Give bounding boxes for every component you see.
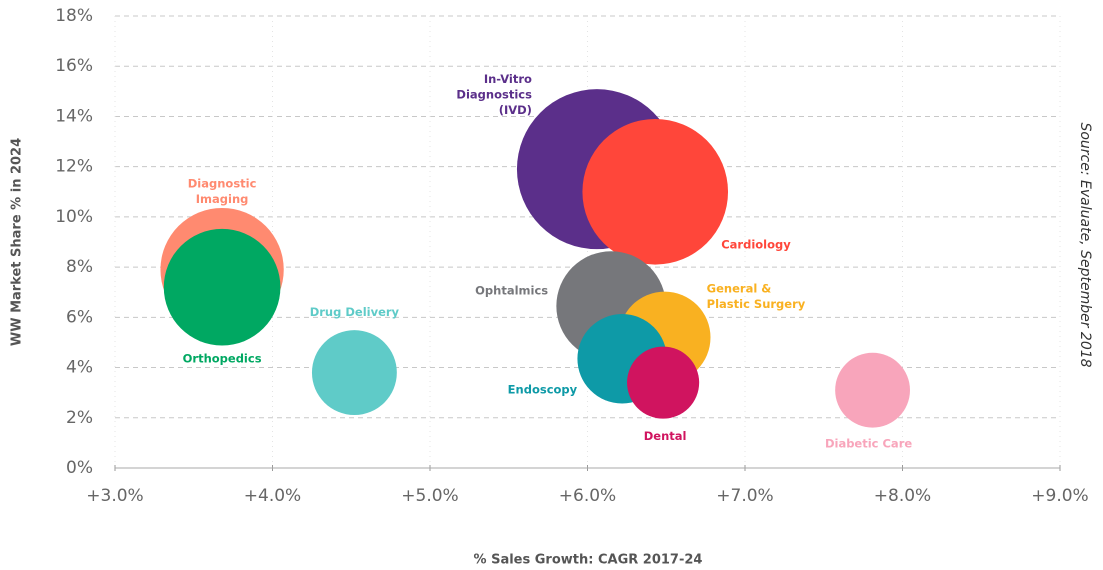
x-tick-label: +4.0% xyxy=(244,486,301,506)
y-axis-title: WW Market Share % in 2024 xyxy=(10,138,25,346)
bubble-label: Ophtalmics xyxy=(475,284,548,298)
bubble xyxy=(582,118,729,265)
bubble-label: Dental xyxy=(644,429,687,443)
bubble-label: General & Plastic Surgery xyxy=(707,281,806,311)
y-tick-label: 6% xyxy=(66,307,93,327)
bubble-label: Drug Delivery xyxy=(310,305,400,319)
y-tick-label: 14% xyxy=(55,106,93,126)
x-tick-label: +6.0% xyxy=(559,486,616,506)
bubble xyxy=(163,228,281,346)
bubble-label: In-Vitro Diagnostics (IVD) xyxy=(456,72,532,117)
source-note: Source: Evaluate, September 2018 xyxy=(1077,122,1093,367)
bubble-label: Endoscopy xyxy=(508,382,578,396)
y-tick-label: 8% xyxy=(66,257,93,277)
x-axis-title: % Sales Growth: CAGR 2017-24 xyxy=(474,553,703,568)
y-tick-label: 12% xyxy=(55,157,93,177)
bubble xyxy=(835,352,910,428)
y-tick-label: 4% xyxy=(66,358,93,378)
x-tick-label: +3.0% xyxy=(86,486,143,506)
bubble-label: Diagnostic Imaging xyxy=(188,176,257,206)
x-tick-label: +7.0% xyxy=(716,486,773,506)
x-tick-label: +9.0% xyxy=(1031,486,1088,506)
x-tick-label: +8.0% xyxy=(874,486,931,506)
bubble-label: Orthopedics xyxy=(183,352,262,366)
y-tick-label: 2% xyxy=(66,408,93,428)
y-tick-label: 18% xyxy=(55,6,93,26)
bubble-label: Cardiology xyxy=(721,237,791,251)
y-tick-label: 16% xyxy=(55,56,93,76)
x-tick-label: +5.0% xyxy=(401,486,458,506)
y-tick-label: 0% xyxy=(66,458,93,478)
y-tick-label: 10% xyxy=(55,207,93,227)
bubble-label: Diabetic Care xyxy=(825,437,912,451)
bubble xyxy=(627,346,700,419)
bubble xyxy=(311,330,397,416)
